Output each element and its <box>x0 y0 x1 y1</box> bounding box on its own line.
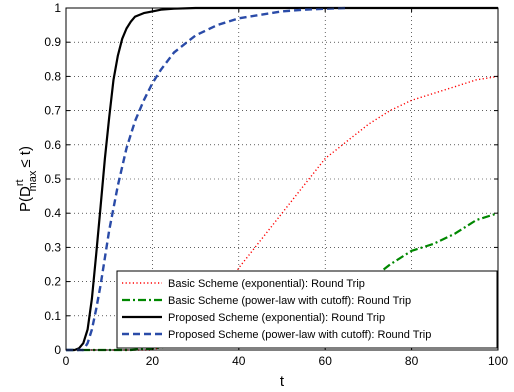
y-tick-label: 0.2 <box>44 275 61 289</box>
x-tick-label: 80 <box>405 354 419 368</box>
y-tick-label: 0.4 <box>44 206 61 220</box>
y-tick-label: 0 <box>54 343 61 357</box>
y-tick-label: 0.5 <box>44 172 61 186</box>
x-tick-label: 60 <box>319 354 333 368</box>
axis-ticks: 0 20 40 60 80 100 0 0.1 0.2 0.3 0.4 0.5 0.6 0.7 0.8 0.9… <box>44 1 508 368</box>
x-tick-label: 20 <box>146 354 160 368</box>
x-tick-label: 40 <box>232 354 246 368</box>
y-tick-label: 1 <box>54 1 61 15</box>
y-tick-label: 0.6 <box>44 138 61 152</box>
legend-label: Basic Scheme (exponential): Round Trip <box>168 278 365 290</box>
legend-label: Proposed Scheme (exponential): Round Tri… <box>168 312 385 324</box>
legend-label: Proposed Scheme (power-law with cutoff):… <box>168 329 431 341</box>
y-tick-label: 0.7 <box>44 104 61 118</box>
legend-label: Basic Scheme (power-law with cutoff): Ro… <box>168 295 411 307</box>
y-axis-label-main: P(D <box>17 186 34 212</box>
y-tick-label: 0.9 <box>44 35 61 49</box>
y-axis-label-super: rt <box>14 179 26 186</box>
y-axis-label-sub: max <box>27 170 39 191</box>
legend: Basic Scheme (exponential): Round Trip Ba… <box>116 270 498 349</box>
y-tick-label: 0.1 <box>44 309 61 323</box>
x-axis-label: t <box>280 373 285 390</box>
y-tick-label: 0.3 <box>44 240 61 254</box>
series-proposed-powerlaw <box>66 6 347 352</box>
legend-items: Basic Scheme (exponential): Round Trip Ba… <box>122 278 431 341</box>
y-axis-label: P(Drtmax ≤ t) <box>14 146 39 212</box>
x-tick-label: 100 <box>488 354 508 368</box>
series-basic-exponential <box>66 75 499 351</box>
x-tick-label: 0 <box>63 354 70 368</box>
y-axis-label-tail: ≤ t) <box>17 146 34 168</box>
y-tick-label: 0.8 <box>44 69 61 83</box>
legend-box <box>116 270 498 349</box>
series-proposed-exponential <box>66 6 498 352</box>
